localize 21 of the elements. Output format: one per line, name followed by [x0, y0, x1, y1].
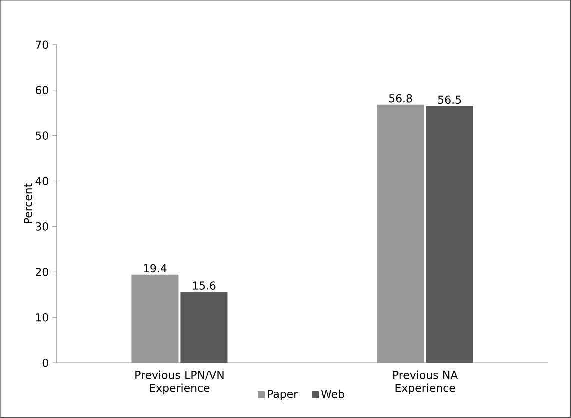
data-label: 56.8: [389, 94, 412, 103]
y-tick-label: 40: [36, 177, 48, 186]
data-label: 19.4: [144, 264, 167, 273]
x-tick-label: Previous NA Experience: [394, 370, 458, 394]
y-tick-label: 10: [36, 313, 48, 322]
y-tick-label: 0: [42, 358, 48, 368]
y-tick-label: 50: [36, 132, 48, 140]
bar: [426, 106, 474, 364]
legend-label: Paper: [268, 390, 298, 400]
bar: [180, 292, 228, 364]
bar: [377, 104, 424, 364]
y-tick-label: 20: [36, 268, 48, 276]
y-tick-label: 60: [36, 86, 48, 95]
y-tick-label: 30: [36, 222, 48, 231]
data-label: 56.5: [438, 96, 462, 104]
y-tick-label: 70: [36, 40, 48, 50]
x-tick-label: Previous LPN/VN Experience: [136, 370, 224, 394]
bar: [132, 274, 179, 364]
legend-label: Web: [321, 390, 344, 398]
y-axis-title: Percent: [24, 184, 32, 224]
data-label: 15.6: [193, 282, 216, 290]
